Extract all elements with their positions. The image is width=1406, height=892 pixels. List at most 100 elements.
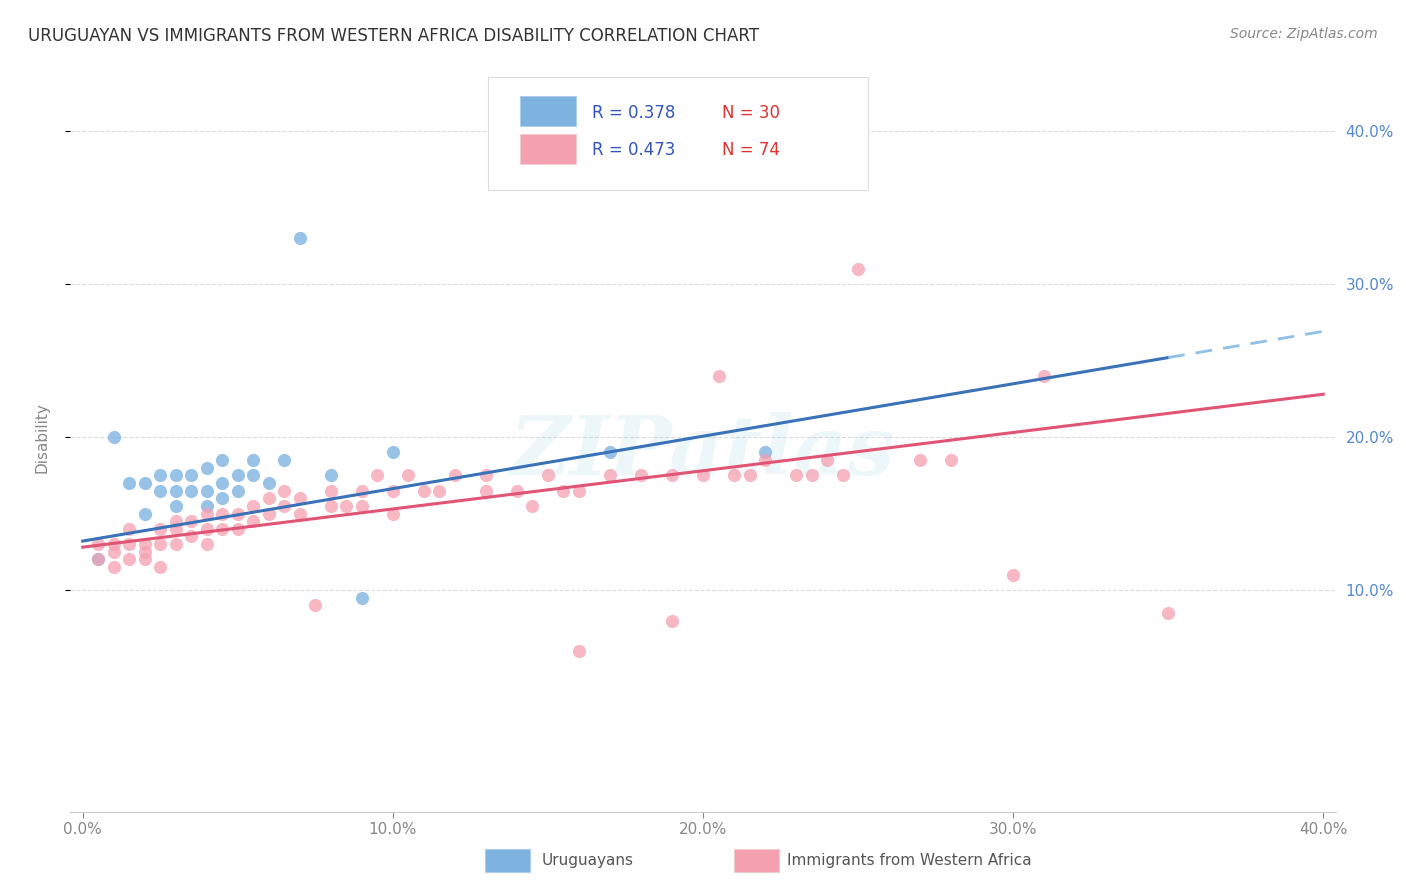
- Point: [754, 445, 776, 459]
- Point: [226, 507, 249, 521]
- Point: [444, 468, 467, 483]
- Point: [226, 483, 249, 498]
- Point: [165, 514, 187, 528]
- Point: [1033, 368, 1056, 383]
- Point: [319, 499, 342, 513]
- Point: [242, 514, 264, 528]
- Point: [1157, 606, 1180, 620]
- Point: [211, 522, 233, 536]
- Point: [103, 545, 125, 559]
- Point: [815, 453, 838, 467]
- Point: [257, 491, 280, 506]
- Point: [785, 468, 807, 483]
- Text: N = 30: N = 30: [723, 103, 780, 121]
- Point: [381, 483, 404, 498]
- Point: [118, 537, 141, 551]
- Point: [475, 468, 498, 483]
- Point: [553, 483, 575, 498]
- Point: [475, 483, 498, 498]
- Text: Immigrants from Western Africa: Immigrants from Western Africa: [787, 854, 1032, 868]
- Point: [335, 499, 357, 513]
- Point: [908, 453, 931, 467]
- Point: [831, 468, 853, 483]
- Point: [226, 468, 249, 483]
- Point: [87, 552, 110, 566]
- Point: [846, 261, 869, 276]
- Point: [738, 468, 761, 483]
- Text: URUGUAYAN VS IMMIGRANTS FROM WESTERN AFRICA DISABILITY CORRELATION CHART: URUGUAYAN VS IMMIGRANTS FROM WESTERN AFR…: [28, 27, 759, 45]
- Point: [87, 537, 110, 551]
- Point: [195, 499, 218, 513]
- Point: [506, 483, 529, 498]
- Point: [288, 231, 311, 245]
- Point: [195, 460, 218, 475]
- Point: [149, 537, 172, 551]
- Point: [134, 552, 156, 566]
- Point: [195, 522, 218, 536]
- Point: [242, 453, 264, 467]
- Point: [723, 468, 745, 483]
- Point: [149, 483, 172, 498]
- Point: [319, 483, 342, 498]
- Point: [350, 499, 373, 513]
- Point: [103, 430, 125, 444]
- Point: [381, 445, 404, 459]
- Text: R = 0.473: R = 0.473: [592, 141, 675, 159]
- Point: [381, 507, 404, 521]
- Point: [211, 453, 233, 467]
- Point: [149, 468, 172, 483]
- Y-axis label: Disability: Disability: [35, 401, 49, 473]
- Point: [350, 483, 373, 498]
- Point: [180, 483, 202, 498]
- Point: [257, 475, 280, 490]
- Point: [273, 483, 295, 498]
- Text: R = 0.378: R = 0.378: [592, 103, 675, 121]
- Point: [707, 368, 730, 383]
- FancyBboxPatch shape: [520, 96, 576, 126]
- Point: [103, 560, 125, 574]
- Point: [754, 453, 776, 467]
- Point: [103, 537, 125, 551]
- Point: [134, 507, 156, 521]
- Point: [195, 537, 218, 551]
- Point: [118, 522, 141, 536]
- Text: Uruguayans: Uruguayans: [541, 854, 633, 868]
- Point: [118, 475, 141, 490]
- Point: [134, 475, 156, 490]
- Point: [165, 537, 187, 551]
- Point: [568, 483, 591, 498]
- Point: [692, 468, 714, 483]
- Point: [242, 468, 264, 483]
- FancyBboxPatch shape: [520, 134, 576, 163]
- Point: [288, 491, 311, 506]
- Point: [165, 499, 187, 513]
- Point: [165, 522, 187, 536]
- Point: [1002, 567, 1025, 582]
- FancyBboxPatch shape: [488, 78, 868, 190]
- Point: [304, 599, 326, 613]
- Point: [599, 445, 621, 459]
- Point: [180, 468, 202, 483]
- Point: [288, 507, 311, 521]
- Point: [568, 644, 591, 658]
- Point: [273, 499, 295, 513]
- Point: [180, 514, 202, 528]
- Point: [257, 507, 280, 521]
- Point: [165, 483, 187, 498]
- Point: [350, 591, 373, 605]
- Point: [211, 475, 233, 490]
- Point: [118, 552, 141, 566]
- Point: [165, 468, 187, 483]
- Point: [242, 499, 264, 513]
- Point: [427, 483, 450, 498]
- Point: [412, 483, 434, 498]
- Point: [319, 468, 342, 483]
- Point: [800, 468, 823, 483]
- Point: [87, 552, 110, 566]
- Text: Source: ZipAtlas.com: Source: ZipAtlas.com: [1230, 27, 1378, 41]
- Point: [661, 614, 683, 628]
- Text: N = 74: N = 74: [723, 141, 780, 159]
- Point: [537, 468, 560, 483]
- Point: [366, 468, 388, 483]
- Point: [599, 468, 621, 483]
